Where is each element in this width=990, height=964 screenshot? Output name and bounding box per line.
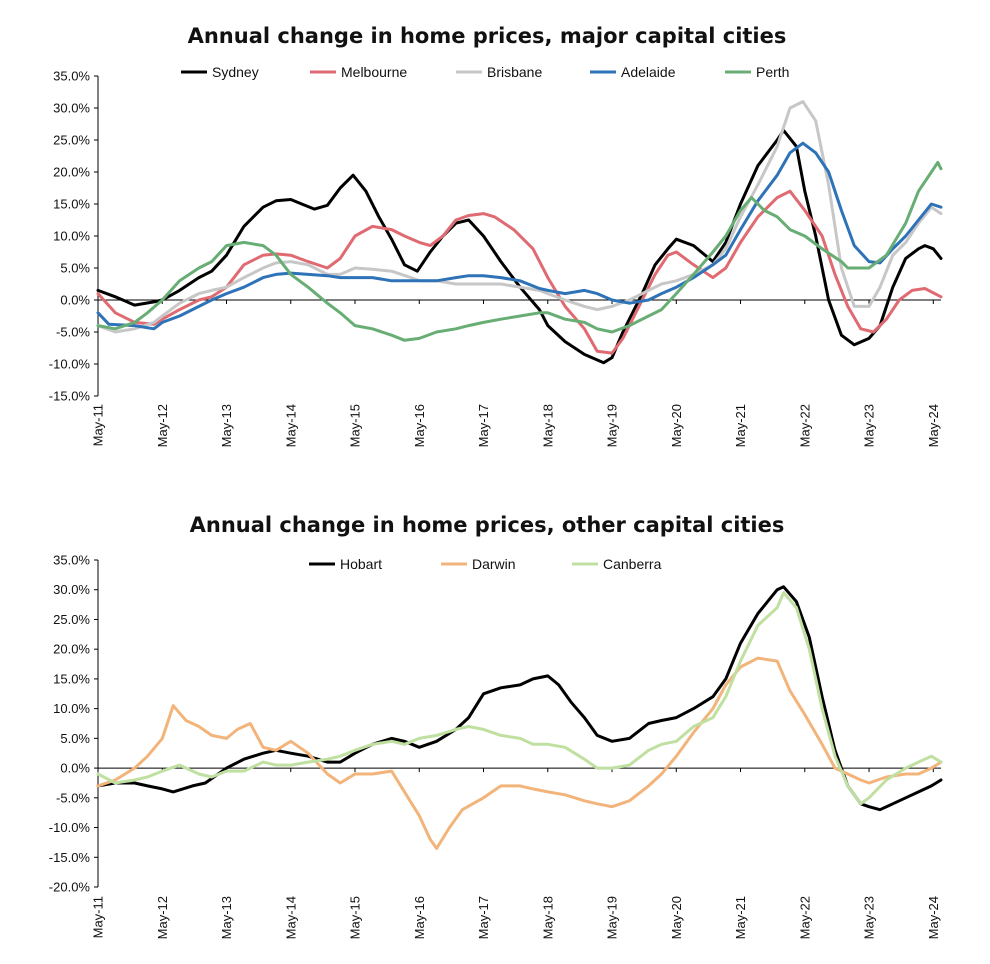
series-line-darwin — [96, 656, 943, 850]
legend-label-hobart: Hobart — [340, 556, 382, 572]
x-axis: May-11 May-12 May-13 May-14 May-15 May-16 May-… — [91, 767, 941, 939]
x-tick-label: May-22 — [797, 404, 812, 447]
y-tick-label: 30.0% — [53, 582, 90, 597]
x-tick-label: May-18 — [540, 404, 555, 447]
x-tick-label: May-19 — [605, 404, 620, 447]
x-tick-label: May-15 — [348, 404, 363, 447]
legend-label-adelaide: Adelaide — [621, 64, 676, 80]
x-tick-label: May-20 — [669, 896, 684, 939]
y-tick-label: 20.0% — [53, 642, 90, 657]
chart-other-capital-cities: Annual change in home prices, other capi… — [49, 513, 943, 939]
chart-title: Annual change in home prices, major capi… — [188, 24, 787, 48]
y-tick-label: 15.0% — [53, 671, 90, 686]
x-tick-label: May-17 — [476, 896, 491, 939]
x-tick-label: May-13 — [219, 896, 234, 939]
y-tick-label: -15.0% — [49, 389, 91, 404]
x-tick-label: May-14 — [283, 896, 298, 939]
legend-label-brisbane: Brisbane — [487, 64, 542, 80]
x-tick-label: May-12 — [155, 896, 170, 939]
y-tick-label: 35.0% — [53, 69, 90, 84]
chart-title: Annual change in home prices, other capi… — [190, 513, 785, 537]
y-tick-label: 25.0% — [53, 612, 90, 627]
x-tick-label: May-24 — [926, 404, 941, 447]
y-tick-label: -5.0% — [56, 790, 90, 805]
series-line-canberra — [96, 591, 943, 806]
y-tick-label: -10.0% — [49, 357, 91, 372]
x-tick-label: May-12 — [155, 404, 170, 447]
plot-area — [96, 585, 943, 850]
series-line-perth — [96, 160, 943, 342]
y-tick-label: 10.0% — [53, 701, 90, 716]
x-tick-label: May-16 — [412, 404, 427, 447]
legend-label-canberra: Canberra — [603, 556, 662, 572]
y-tick-label: 10.0% — [53, 229, 90, 244]
x-tick-label: May-11 — [91, 896, 106, 938]
plot-area — [96, 100, 943, 365]
y-tick-label: -15.0% — [49, 850, 91, 865]
y-tick-label: 20.0% — [53, 165, 90, 180]
x-tick-label: May-11 — [91, 404, 106, 446]
y-tick-label: -5.0% — [56, 325, 90, 340]
series-line-sydney — [96, 128, 943, 365]
y-tick-label: 5.0% — [60, 261, 90, 276]
x-tick-label: May-13 — [219, 404, 234, 447]
x-tick-label: May-16 — [412, 896, 427, 939]
y-tick-label: 15.0% — [53, 197, 90, 212]
x-axis: May-11 May-12 May-13 May-14 May-15 May-16 May-… — [91, 299, 941, 447]
x-tick-label: May-17 — [476, 404, 491, 447]
x-tick-label: May-19 — [605, 896, 620, 939]
y-tick-label: 35.0% — [53, 553, 90, 568]
y-tick-label: 25.0% — [53, 133, 90, 148]
y-tick-label: 0.0% — [60, 761, 90, 776]
y-axis: 35.0% 30.0% 25.0% 20.0% 15.0% 10.0% 5.0% 0.0% -5… — [49, 69, 99, 404]
series-line-adelaide — [96, 141, 943, 331]
legend-label-darwin: Darwin — [472, 556, 516, 572]
series-line-melbourne — [96, 189, 943, 355]
y-tick-label: -10.0% — [49, 820, 91, 835]
x-tick-label: May-23 — [862, 896, 877, 939]
series-line-hobart — [96, 585, 943, 812]
x-tick-label: May-22 — [797, 896, 812, 939]
y-tick-label: 0.0% — [60, 293, 90, 308]
x-tick-label: May-23 — [862, 404, 877, 447]
chart-legend: Hobart Darwin Canberra — [309, 556, 662, 572]
y-tick-label: 5.0% — [60, 731, 90, 746]
x-tick-label: May-24 — [926, 896, 941, 939]
y-tick-label: -20.0% — [49, 880, 91, 895]
x-tick-label: May-14 — [283, 404, 298, 447]
legend-label-sydney: Sydney — [212, 64, 259, 80]
x-tick-label: May-21 — [733, 896, 748, 939]
chart-major-capital-cities: Annual change in home prices, major capi… — [49, 24, 943, 447]
y-axis: 35.0% 30.0% 25.0% 20.0% 15.0% 10.0% 5.0% 0.0% -5… — [49, 553, 99, 895]
legend-label-perth: Perth — [756, 64, 789, 80]
y-tick-label: 30.0% — [53, 101, 90, 116]
x-tick-label: May-18 — [540, 896, 555, 939]
x-tick-label: May-15 — [348, 896, 363, 939]
chart-legend: Sydney Melbourne Brisbane Adelaide Perth — [181, 64, 789, 80]
series-line-brisbane — [96, 100, 943, 334]
legend-label-melbourne: Melbourne — [341, 64, 407, 80]
x-tick-label: May-20 — [669, 404, 684, 447]
x-tick-label: May-21 — [733, 404, 748, 447]
